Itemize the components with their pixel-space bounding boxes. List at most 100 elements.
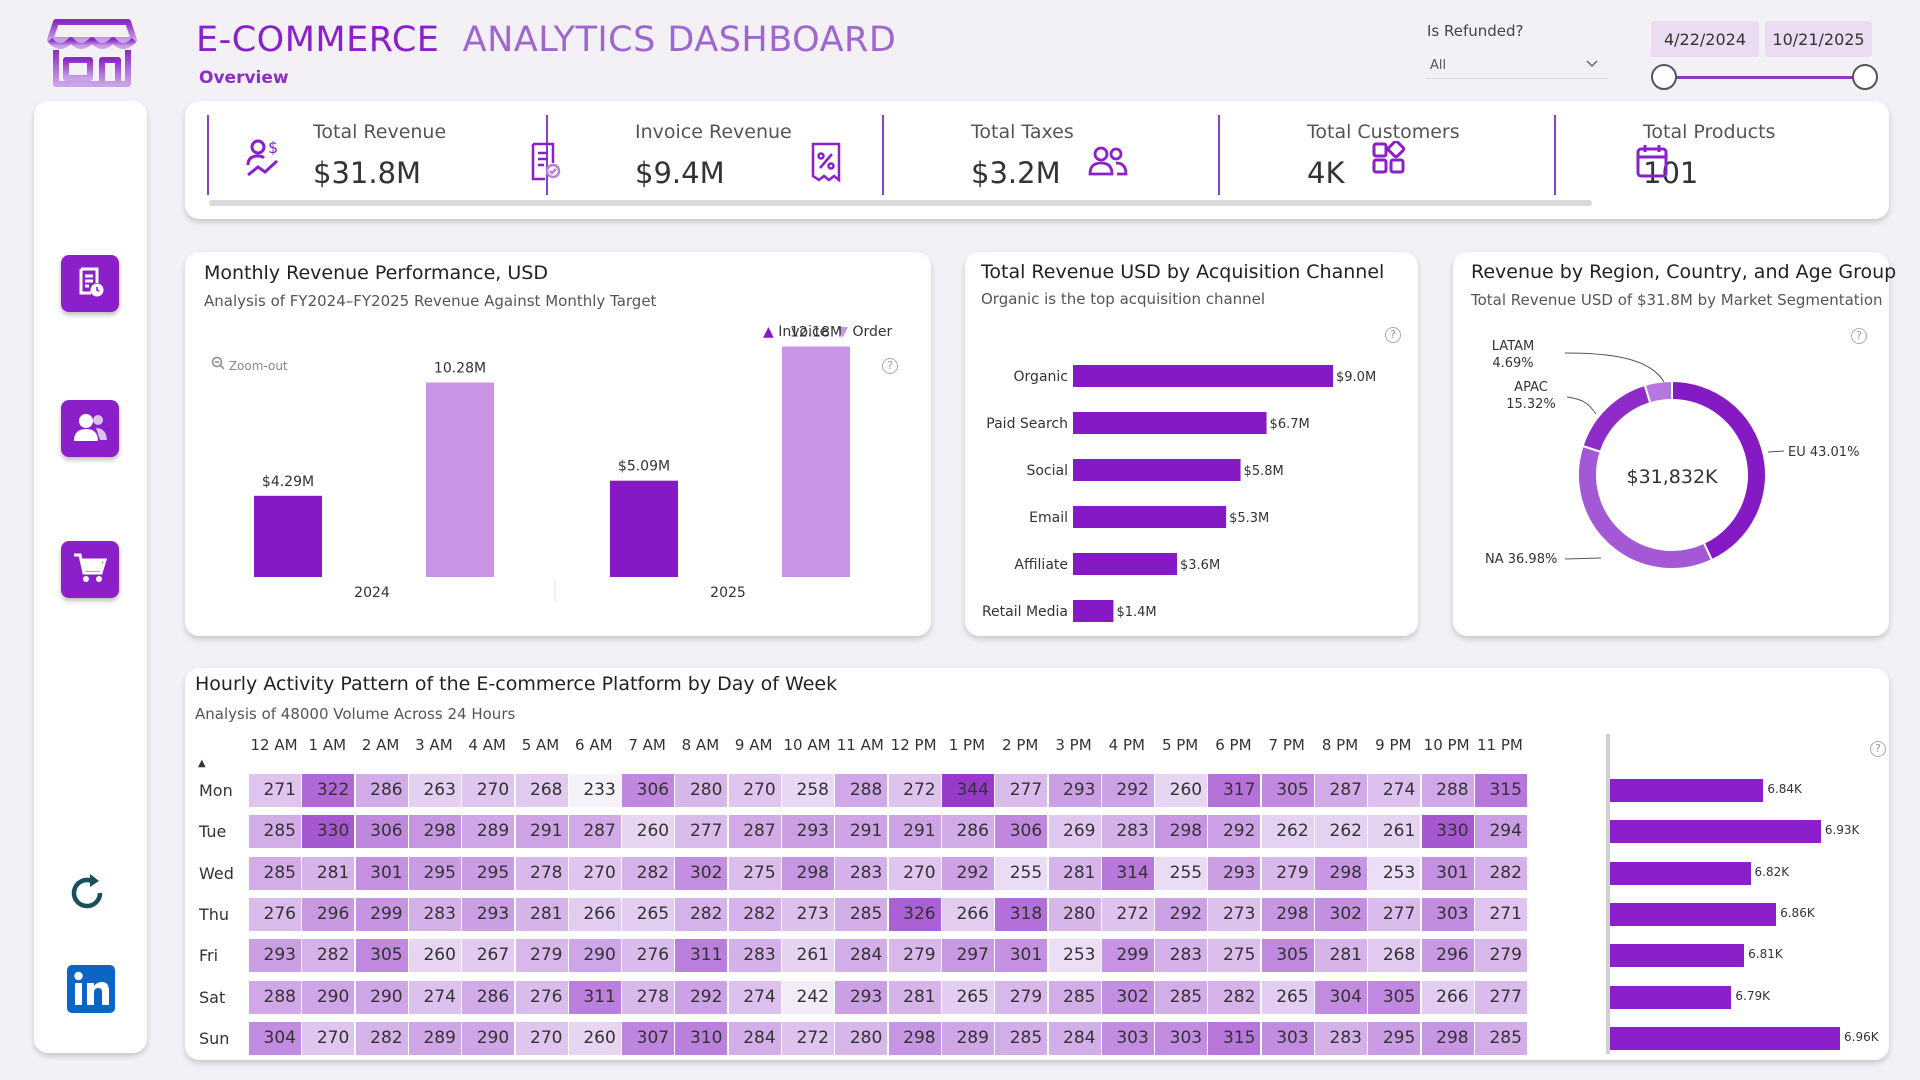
- heatmap-cell[interactable]: 284: [1048, 1021, 1101, 1055]
- heatmap-cell[interactable]: 262: [1261, 815, 1314, 849]
- date-slider-start-handle[interactable]: [1651, 64, 1677, 90]
- heatmap-cell[interactable]: 310: [675, 1021, 728, 1055]
- heatmap-cell[interactable]: 280: [675, 774, 728, 807]
- heatmap-cell[interactable]: 268: [515, 774, 568, 807]
- heatmap-cell[interactable]: 344: [941, 774, 994, 807]
- heatmap-cell[interactable]: 298: [782, 856, 834, 890]
- heatmap-cell[interactable]: 290: [355, 980, 408, 1014]
- heatmap-cell[interactable]: 272: [888, 774, 941, 807]
- heatmap-cell[interactable]: 255: [1155, 856, 1208, 890]
- heatmap-cell[interactable]: 266: [1421, 980, 1474, 1014]
- heatmap-cell[interactable]: 275: [728, 856, 781, 890]
- heatmap-cell[interactable]: 261: [1368, 815, 1421, 849]
- heatmap-cell[interactable]: 292: [941, 856, 994, 890]
- heatmap-cell[interactable]: 314: [1101, 856, 1154, 890]
- heatmap-cell[interactable]: 290: [462, 1021, 515, 1055]
- heatmap-cell[interactable]: 274: [728, 980, 781, 1014]
- heatmap-cell[interactable]: 253: [1048, 939, 1101, 973]
- heatmap-cell[interactable]: 288: [249, 980, 301, 1014]
- heatmap-cell[interactable]: 278: [622, 980, 675, 1014]
- heatmap-cell[interactable]: 303: [1421, 897, 1474, 931]
- heatmap-cell[interactable]: 285: [835, 897, 888, 931]
- heatmap-cell[interactable]: 287: [728, 815, 781, 849]
- bar-order-2025[interactable]: [782, 346, 850, 577]
- heatmap-cell[interactable]: 290: [568, 939, 621, 973]
- heatmap-cell[interactable]: 270: [302, 1021, 355, 1055]
- heatmap-cell[interactable]: 286: [462, 980, 515, 1014]
- heatmap-cell[interactable]: 302: [675, 856, 728, 890]
- day-total-bar[interactable]: [1610, 1026, 1840, 1050]
- heatmap-cell[interactable]: 276: [622, 939, 675, 973]
- heatmap-cell[interactable]: 289: [462, 815, 515, 849]
- heatmap-cell[interactable]: 279: [888, 939, 941, 973]
- heatmap-cell[interactable]: 270: [888, 856, 941, 890]
- heatmap-cell[interactable]: 301: [995, 939, 1048, 973]
- heatmap-cell[interactable]: 293: [249, 939, 301, 973]
- heatmap-cell[interactable]: 273: [1208, 897, 1261, 931]
- zoom-out-button[interactable]: Zoom-out: [211, 356, 288, 373]
- heatmap-cell[interactable]: 266: [941, 897, 994, 931]
- heatmap-cell[interactable]: 279: [995, 980, 1048, 1014]
- heatmap-cell[interactable]: 284: [728, 1021, 781, 1055]
- heatmap-cell[interactable]: 296: [302, 897, 355, 931]
- heatmap-cell[interactable]: 266: [568, 897, 621, 931]
- heatmap-cell[interactable]: 322: [302, 774, 355, 807]
- heatmap-cell[interactable]: 305: [355, 939, 408, 973]
- heatmap-cell[interactable]: 270: [568, 856, 621, 890]
- heatmap-cell[interactable]: 271: [1474, 897, 1527, 931]
- heatmap-cell[interactable]: 299: [1101, 939, 1154, 973]
- heatmap-cell[interactable]: 293: [1208, 856, 1261, 890]
- heatmap-cell[interactable]: 291: [515, 815, 568, 849]
- heatmap-cell[interactable]: 318: [995, 897, 1048, 931]
- heatmap-cell[interactable]: 315: [1474, 774, 1527, 807]
- heatmap-cell[interactable]: 330: [302, 815, 355, 849]
- heatmap-cell[interactable]: 281: [1048, 856, 1101, 890]
- heatmap-cell[interactable]: 287: [568, 815, 621, 849]
- heatmap-cell[interactable]: 326: [888, 897, 941, 931]
- channel-bar-email[interactable]: [1073, 506, 1227, 528]
- refund-filter-select[interactable]: All: [1425, 51, 1608, 79]
- help-icon[interactable]: ?: [882, 358, 898, 374]
- heatmap-cell[interactable]: 305: [1261, 939, 1314, 973]
- sidebar-item-orders[interactable]: [61, 541, 119, 598]
- heatmap-cell[interactable]: 262: [1315, 815, 1367, 849]
- heatmap-cell[interactable]: 282: [1474, 856, 1527, 890]
- heatmap-cell[interactable]: 292: [675, 980, 728, 1014]
- heatmap-cell[interactable]: 275: [1208, 939, 1261, 973]
- heatmap-cell[interactable]: 282: [728, 897, 781, 931]
- refresh-icon[interactable]: [66, 871, 110, 919]
- heatmap-cell[interactable]: 258: [782, 774, 834, 807]
- heatmap-cell[interactable]: 311: [568, 980, 621, 1014]
- heatmap-cell[interactable]: 292: [1208, 815, 1261, 849]
- heatmap-cell[interactable]: 277: [1368, 897, 1421, 931]
- heatmap-cell[interactable]: 285: [1155, 980, 1208, 1014]
- heatmap-cell[interactable]: 288: [1421, 774, 1474, 807]
- heatmap-cell[interactable]: 291: [888, 815, 941, 849]
- heatmap-cell[interactable]: 282: [302, 939, 355, 973]
- heatmap-cell[interactable]: 283: [1155, 939, 1208, 973]
- channel-bar-retail-media[interactable]: [1073, 600, 1114, 622]
- heatmap-cell[interactable]: 279: [515, 939, 568, 973]
- heatmap-cell[interactable]: 293: [782, 815, 834, 849]
- heatmap-cell[interactable]: 286: [355, 774, 408, 807]
- bar-order-2024[interactable]: [426, 382, 494, 577]
- heatmap-cell[interactable]: 242: [782, 980, 834, 1014]
- heatmap-cell[interactable]: 274: [1368, 774, 1421, 807]
- heatmap-cell[interactable]: 293: [462, 897, 515, 931]
- heatmap-cell[interactable]: 298: [888, 1021, 941, 1055]
- heatmap-cell[interactable]: 260: [568, 1021, 621, 1055]
- heatmap-cell[interactable]: 280: [1048, 897, 1101, 931]
- heatmap-cell[interactable]: 305: [1368, 980, 1421, 1014]
- heatmap-cell[interactable]: 297: [941, 939, 994, 973]
- heatmap-cell[interactable]: 285: [249, 815, 301, 849]
- heatmap-cell[interactable]: 304: [249, 1021, 301, 1055]
- heatmap-cell[interactable]: 295: [462, 856, 515, 890]
- heatmap-cell[interactable]: 302: [1101, 980, 1154, 1014]
- date-end[interactable]: 10/21/2025: [1765, 21, 1872, 57]
- heatmap-cell[interactable]: 301: [1421, 856, 1474, 890]
- heatmap-cell[interactable]: 283: [1101, 815, 1154, 849]
- heatmap-cell[interactable]: 281: [888, 980, 941, 1014]
- date-slider-end-handle[interactable]: [1852, 64, 1878, 90]
- heatmap-cell[interactable]: 288: [835, 774, 888, 807]
- heatmap-cell[interactable]: 269: [1048, 815, 1101, 849]
